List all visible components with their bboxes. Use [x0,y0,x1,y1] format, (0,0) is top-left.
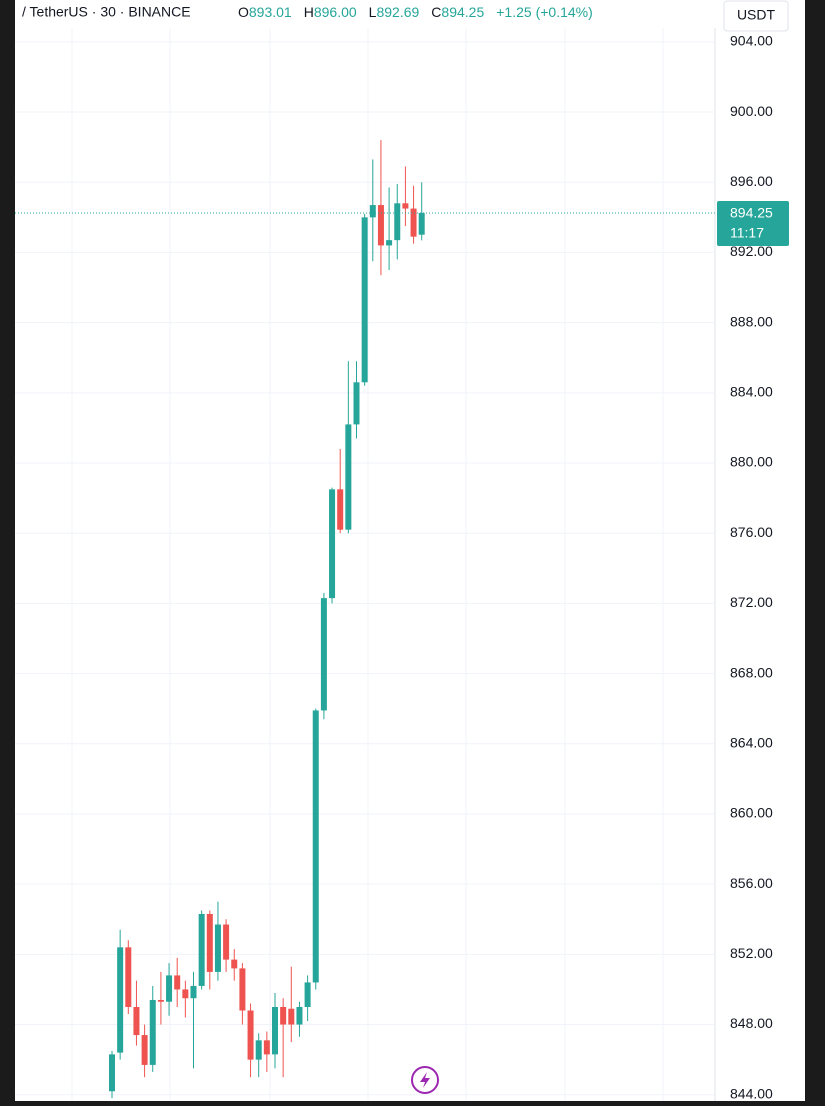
ohlc: O893.01 H896.00 L892.69 C894.25 +1.25 (+0.14… [238,4,593,20]
candle-body [231,959,238,969]
candle-body [304,982,311,1007]
candle-body [320,598,327,711]
candle-body [198,913,205,986]
countdown: 11:17 [730,225,764,241]
y-tick-label: 860.00 [730,805,773,821]
candle-body [109,1054,115,1092]
y-tick-label: 880.00 [730,454,773,470]
candle-body [280,1006,287,1025]
candle-body [263,1040,270,1055]
candle-body [223,924,230,960]
y-tick-label: 872.00 [730,594,773,610]
candle-body [418,212,425,235]
candle-body [190,985,197,999]
y-tick-label: 848.00 [730,1015,773,1031]
change: +1.25 (+0.14%) [496,4,593,20]
candle-body [329,489,336,599]
ohlc-value: 894.25 [441,4,484,20]
candle-body [345,424,352,530]
replay-icon-bolt [420,1072,430,1088]
ohlc-value: 892.69 [376,4,419,20]
candle-body [361,217,368,383]
candle-body [247,1010,254,1060]
chart-panel [15,0,805,1101]
currency-button[interactable] [723,0,789,32]
ohlc-key: C [431,4,441,20]
candle-body [141,1035,148,1065]
last-price-box [717,200,789,246]
currency[interactable]: USDT [737,7,776,23]
candle-body [410,208,417,237]
y-tick-label: 888.00 [730,313,773,329]
candle-body [174,975,181,990]
ohlc-key: L [369,4,377,20]
y-tick-label: 868.00 [730,664,773,680]
candle-body [166,975,173,1002]
candle-body [149,999,156,1065]
candle-body [255,1040,262,1060]
y-tick-label: 844.00 [730,1085,773,1101]
candle-body [296,1006,303,1025]
candle-body [377,205,384,246]
candle-body [288,1008,295,1025]
time-grid [71,28,664,1101]
candle-body [353,382,360,425]
last-price-label: 894.25 [730,205,773,221]
y-tick-label: 900.00 [730,103,773,119]
symbol: / TetherUS · 30 · BINANCE [22,4,191,20]
candle-body [133,1006,140,1036]
replay-icon[interactable] [411,1066,439,1094]
y-tick-label: 856.00 [730,875,773,891]
y-tick-label: 884.00 [730,384,773,400]
y-tick-label: 896.00 [730,173,773,189]
candle-body [125,947,132,1007]
candle-body [369,205,376,218]
candle-body [272,1006,278,1055]
candle-body [394,203,401,241]
candle-body [214,924,221,972]
candle-body [386,240,393,246]
candle-body [337,489,344,530]
candle-body [117,947,124,1053]
ohlc-key: H [304,4,314,20]
candle-body [182,989,189,999]
y-tick-label: 852.00 [730,945,773,961]
ohlc-value: 896.00 [314,4,357,20]
y-tick-label: 864.00 [730,734,773,750]
ohlc-key: O [238,4,249,20]
candle-body [206,913,213,972]
ohlc-value: 893.01 [249,4,292,20]
y-tick-label: 904.00 [730,33,773,49]
candle-body [157,999,164,1002]
candle-body [312,710,319,983]
plot [15,41,715,1099]
header-bg [15,0,715,27]
y-tick-label: 876.00 [730,524,773,540]
candle-body [402,203,409,209]
candle-body [239,968,246,1011]
y-tick-label: 892.00 [730,243,773,259]
